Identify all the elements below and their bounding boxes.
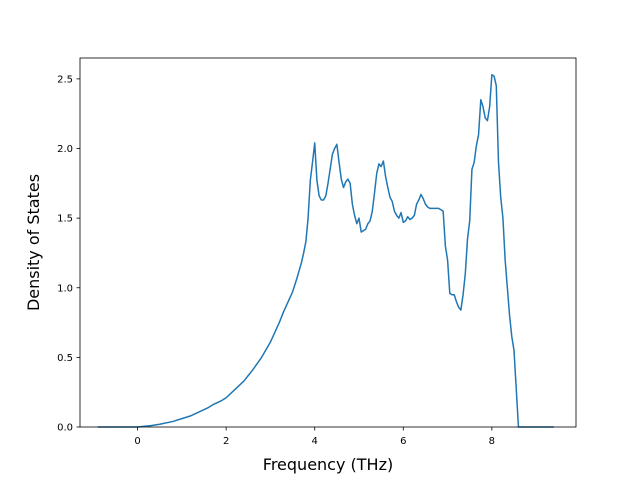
x-axis-label: Frequency (THz) xyxy=(263,455,393,474)
y-tick-label: 1.0 xyxy=(57,283,73,294)
dos-series-line-0 xyxy=(97,73,554,428)
x-tick-label: 2 xyxy=(223,436,229,447)
y-tick-label: 2.0 xyxy=(57,144,73,155)
x-axis-ticks: 0 2 4 6 8 xyxy=(134,427,495,447)
y-tick-label: 0.5 xyxy=(57,353,73,364)
y-tick-label: 1.5 xyxy=(57,214,73,225)
plot-frame xyxy=(79,57,577,428)
x-tick-label: 4 xyxy=(312,436,318,447)
x-tick-label: 0 xyxy=(134,436,140,447)
x-tick-label: 8 xyxy=(489,436,495,447)
x-tick-label: 6 xyxy=(400,436,406,447)
y-axis-label: Density of States xyxy=(24,174,43,311)
y-tick-label: 2.5 xyxy=(57,74,73,85)
y-tick-label: 0.0 xyxy=(57,423,73,434)
series-layer xyxy=(97,73,554,428)
y-axis-ticks: 0.0 0.5 1.0 1.5 2.0 2.5 xyxy=(57,74,80,434)
